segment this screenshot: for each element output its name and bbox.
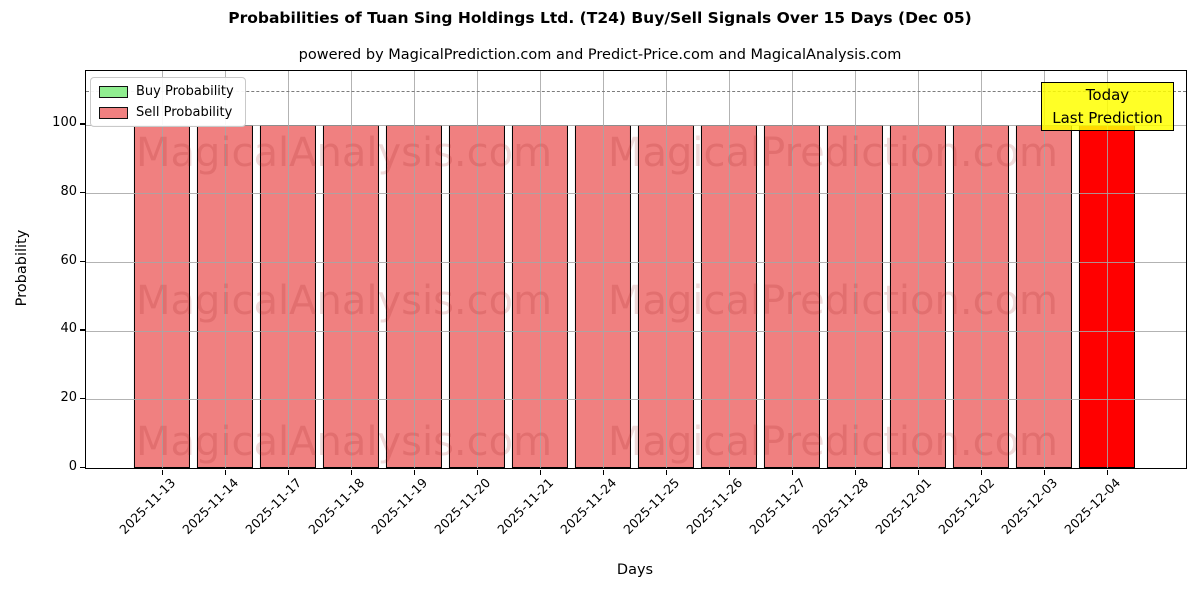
bar-slot-2025-12-02 — [949, 71, 1012, 475]
bar-slot-2025-11-17 — [256, 71, 319, 475]
legend-label-buy: Buy Probability — [136, 84, 234, 99]
x-tick-2025-12-01: 2025-12-01 — [872, 475, 935, 537]
sell-probability-swatch — [99, 106, 128, 119]
x-tick-2025-11-17: 2025-11-17 — [242, 475, 305, 537]
legend-label-sell: Sell Probability — [136, 105, 233, 120]
x-tick-2025-11-24: 2025-11-24 — [557, 475, 620, 537]
y-tick-20: 20 — [60, 389, 77, 405]
x-tick-2025-11-28: 2025-11-28 — [809, 475, 872, 537]
watermark-text: MagicalAnalysis.com — [135, 419, 553, 465]
x-tick-2025-12-02: 2025-12-02 — [935, 475, 998, 537]
y-tick-60: 60 — [60, 252, 77, 268]
bar-slot-2025-11-13 — [130, 71, 193, 475]
today-bar-2025-12-04 — [1078, 124, 1135, 468]
bar-slot-2025-12-04 — [1075, 71, 1138, 475]
chart-subtitle: powered by MagicalPrediction.com and Pre… — [298, 47, 902, 63]
annotation-line1: Today — [1085, 86, 1130, 105]
bar-slot-2025-11-14 — [193, 71, 256, 475]
bar-slot-2025-11-26 — [697, 71, 760, 475]
watermark-text: MagicalAnalysis.com — [135, 278, 553, 324]
x-tick-2025-11-26: 2025-11-26 — [683, 475, 746, 537]
y-tick-40: 40 — [60, 321, 77, 337]
y-tick-100: 100 — [52, 115, 77, 131]
x-tick-2025-11-19: 2025-11-19 — [368, 475, 431, 537]
y-tick-0: 0 — [68, 458, 77, 474]
legend-item-sell: Sell Probability — [99, 105, 234, 120]
annotation-line2: Last Prediction — [1052, 108, 1163, 127]
watermark-text: MagicalAnalysis.com — [135, 130, 553, 176]
buy-probability-swatch — [99, 85, 128, 98]
legend-item-buy: Buy Probability — [99, 84, 234, 99]
watermark-text: MagicalPrediction.com — [608, 278, 1058, 324]
y-axis-label: Probability — [14, 229, 30, 307]
bar-slot-2025-12-01 — [886, 71, 949, 475]
watermark-text: MagicalPrediction.com — [608, 130, 1058, 176]
bar-slot-2025-11-28 — [823, 71, 886, 475]
bar-slot-2025-12-03 — [1012, 71, 1075, 475]
bar-slot-2025-11-18 — [319, 71, 382, 475]
x-tick-2025-12-03: 2025-12-03 — [998, 475, 1061, 537]
x-tick-2025-11-18: 2025-11-18 — [305, 475, 368, 537]
chart-title: Probabilities of Tuan Sing Holdings Ltd.… — [228, 9, 972, 27]
bar-series — [86, 71, 1186, 475]
watermark-text: MagicalPrediction.com — [608, 419, 1058, 465]
plot-area: MagicalAnalysis.com MagicalPrediction.com… — [85, 70, 1187, 475]
x-tick-2025-12-04: 2025-12-04 — [1061, 475, 1124, 537]
x-tick-2025-11-21: 2025-11-21 — [494, 475, 557, 537]
x-tick-2025-11-25: 2025-11-25 — [620, 475, 683, 537]
today-annotation: Today Last Prediction — [1041, 82, 1174, 131]
bar-slot-2025-11-21 — [508, 71, 571, 475]
x-tick-2025-11-20: 2025-11-20 — [431, 475, 494, 537]
x-tick-2025-11-14: 2025-11-14 — [179, 475, 242, 537]
bar-slot-2025-11-27 — [760, 71, 823, 475]
bar-slot-2025-11-19 — [382, 71, 445, 475]
x-tick-2025-11-13: 2025-11-13 — [116, 475, 179, 537]
y-tick-80: 80 — [60, 183, 77, 199]
bar-slot-2025-11-25 — [634, 71, 697, 475]
x-axis-label: Days — [616, 562, 654, 578]
legend: Buy Probability Sell Probability — [90, 77, 246, 127]
x-tick-2025-11-27: 2025-11-27 — [746, 475, 809, 537]
threshold-dashed-line — [86, 90, 1186, 92]
